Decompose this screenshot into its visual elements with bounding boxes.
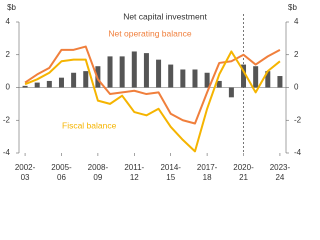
chart-container: $b $b -4 -2 0 2 4 -4 -2 0 2 4 Net capital investme… — [3, 3, 302, 182]
bar — [277, 76, 283, 88]
bar — [71, 72, 77, 88]
y2-tick-label: 2 — [294, 50, 299, 59]
y-tick-label: 0 — [6, 83, 11, 92]
bar — [22, 85, 28, 88]
y-axis-label: $b — [7, 3, 16, 12]
bar — [253, 66, 259, 88]
x-tick-label: 2023-24 — [269, 163, 291, 182]
x-tick-label: 2002-03 — [14, 163, 36, 182]
bar — [168, 64, 174, 88]
bar — [34, 82, 40, 88]
bar — [131, 51, 137, 88]
series-label: Net operating balance — [108, 28, 191, 38]
line — [24, 45, 281, 125]
bar — [241, 64, 247, 88]
y2-axis-label: $b — [288, 3, 297, 12]
y-tick-label: -2 — [3, 115, 11, 124]
x-tick-label: 2017-18 — [196, 163, 218, 182]
x-tick-label: 2008-09 — [87, 163, 109, 182]
x-tick-label: 2005-06 — [51, 163, 72, 182]
y2-tick-label: -4 — [294, 148, 302, 157]
y2-tick-label: 0 — [294, 83, 299, 92]
bar — [216, 80, 222, 88]
x-tick-label: 2011-12 — [124, 163, 145, 182]
bar — [58, 77, 64, 88]
bar — [46, 80, 52, 88]
bar — [156, 59, 162, 88]
bar — [228, 87, 234, 98]
y-tick-label: 4 — [6, 17, 11, 26]
bar — [192, 69, 198, 88]
bar — [143, 53, 149, 88]
y2-tick-label: -2 — [294, 115, 302, 124]
x-tick-label: 2020-21 — [233, 163, 254, 182]
y2-tick-label: 4 — [294, 17, 299, 26]
bar — [180, 69, 186, 88]
series-label: Fiscal balance — [62, 120, 117, 130]
line — [24, 50, 281, 153]
bar — [204, 72, 210, 88]
chart: $b $b -4 -2 0 2 4 -4 -2 0 2 4 Net capital investme… — [3, 3, 302, 157]
y-tick-label: -4 — [3, 148, 11, 157]
bar — [265, 71, 271, 88]
bar — [83, 71, 89, 88]
bar — [119, 56, 125, 88]
y-tick-label: 2 — [6, 50, 11, 59]
series-label: Net capital investment — [123, 11, 207, 21]
x-tick-label: 2014-15 — [160, 163, 181, 182]
bar — [107, 56, 113, 88]
